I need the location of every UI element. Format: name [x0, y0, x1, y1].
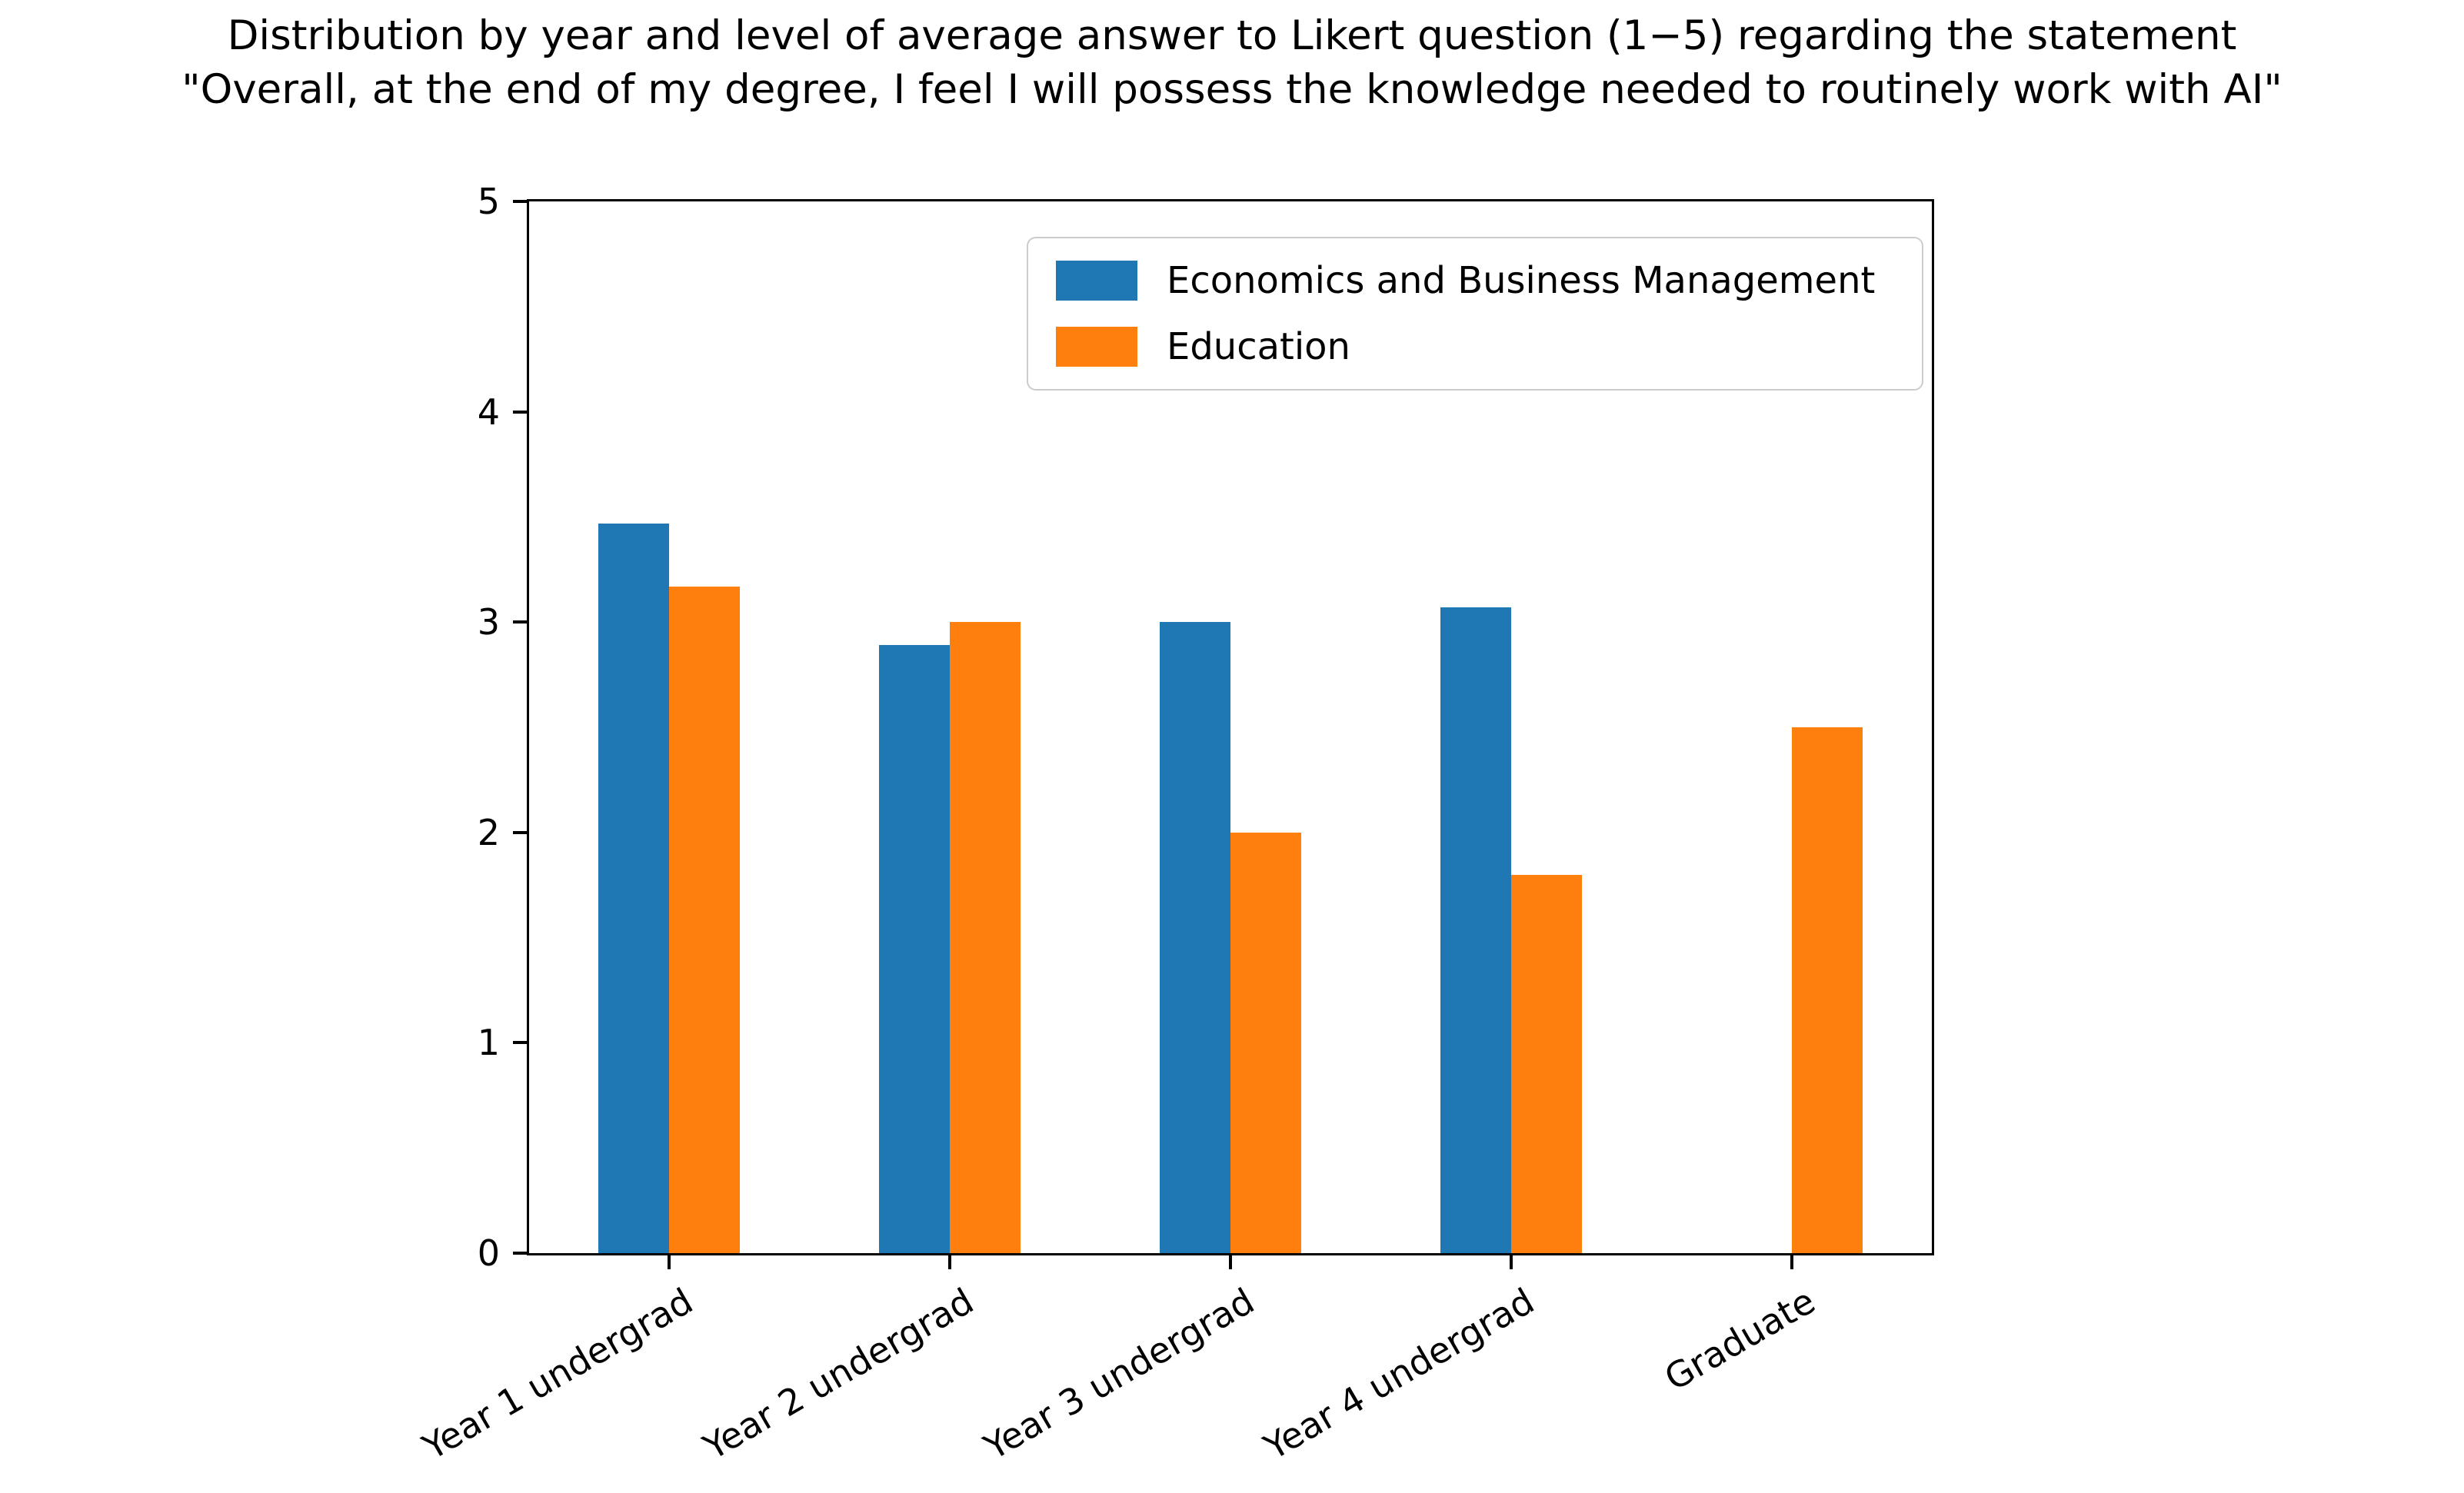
y-tick-label-5: 5 [477, 181, 500, 222]
y-tick-label-0: 0 [477, 1232, 500, 1274]
x-tick-mark-5 [1790, 1255, 1793, 1269]
legend-item-education: Education [1056, 324, 1894, 369]
bar-education-3 [1230, 832, 1301, 1253]
y-tick-label-3: 3 [477, 601, 500, 643]
x-tick-mark-1 [668, 1255, 671, 1269]
x-tick-label: Graduate [1657, 1279, 1823, 1399]
legend: Economics and Business Management Educat… [1027, 237, 1923, 391]
x-tick-mark-2 [948, 1255, 952, 1269]
x-tick-label: Year 1 undergrad [415, 1279, 700, 1468]
chart-title: Distribution by year and level of averag… [0, 9, 2464, 117]
y-tick-mark-1 [513, 1041, 529, 1045]
legend-label-economics: Economics and Business Management [1167, 259, 1876, 302]
y-tick-label-4: 4 [477, 391, 500, 433]
x-tick-mark-4 [1509, 1255, 1513, 1269]
legend-swatch-education-icon [1056, 327, 1137, 367]
y-tick-mark-0 [513, 1252, 529, 1255]
bar-economics-2 [879, 645, 951, 1253]
bar-economics-3 [1160, 622, 1230, 1253]
bar-economics-4 [1440, 607, 1511, 1253]
y-tick-mark-5 [513, 200, 529, 203]
x-tick-label: Year 3 undergrad [977, 1279, 1261, 1468]
x-tick-label: Year 2 undergrad [696, 1279, 981, 1468]
legend-swatch-economics-icon [1056, 261, 1137, 301]
plot-area: Economics and Business Management Educat… [527, 199, 1934, 1255]
y-tick-label-2: 2 [477, 811, 500, 853]
y-tick-mark-2 [513, 830, 529, 834]
legend-label-education: Education [1167, 325, 1350, 368]
y-tick-label-1: 1 [477, 1022, 500, 1064]
x-tick-mark-3 [1229, 1255, 1232, 1269]
y-tick-mark-3 [513, 620, 529, 624]
chart-title-line1: Distribution by year and level of averag… [227, 12, 2237, 59]
bar-education-2 [950, 622, 1021, 1253]
legend-item-economics: Economics and Business Management [1056, 258, 1894, 303]
x-tick-label: Year 4 undergrad [1257, 1279, 1542, 1468]
y-tick-mark-4 [513, 410, 529, 414]
bar-education-5 [1791, 727, 1863, 1253]
bar-education-1 [669, 586, 741, 1253]
bar-economics-1 [598, 523, 670, 1253]
bar-education-4 [1510, 874, 1582, 1253]
chart-title-line2: "Overall, at the end of my degree, I fee… [181, 66, 2283, 113]
